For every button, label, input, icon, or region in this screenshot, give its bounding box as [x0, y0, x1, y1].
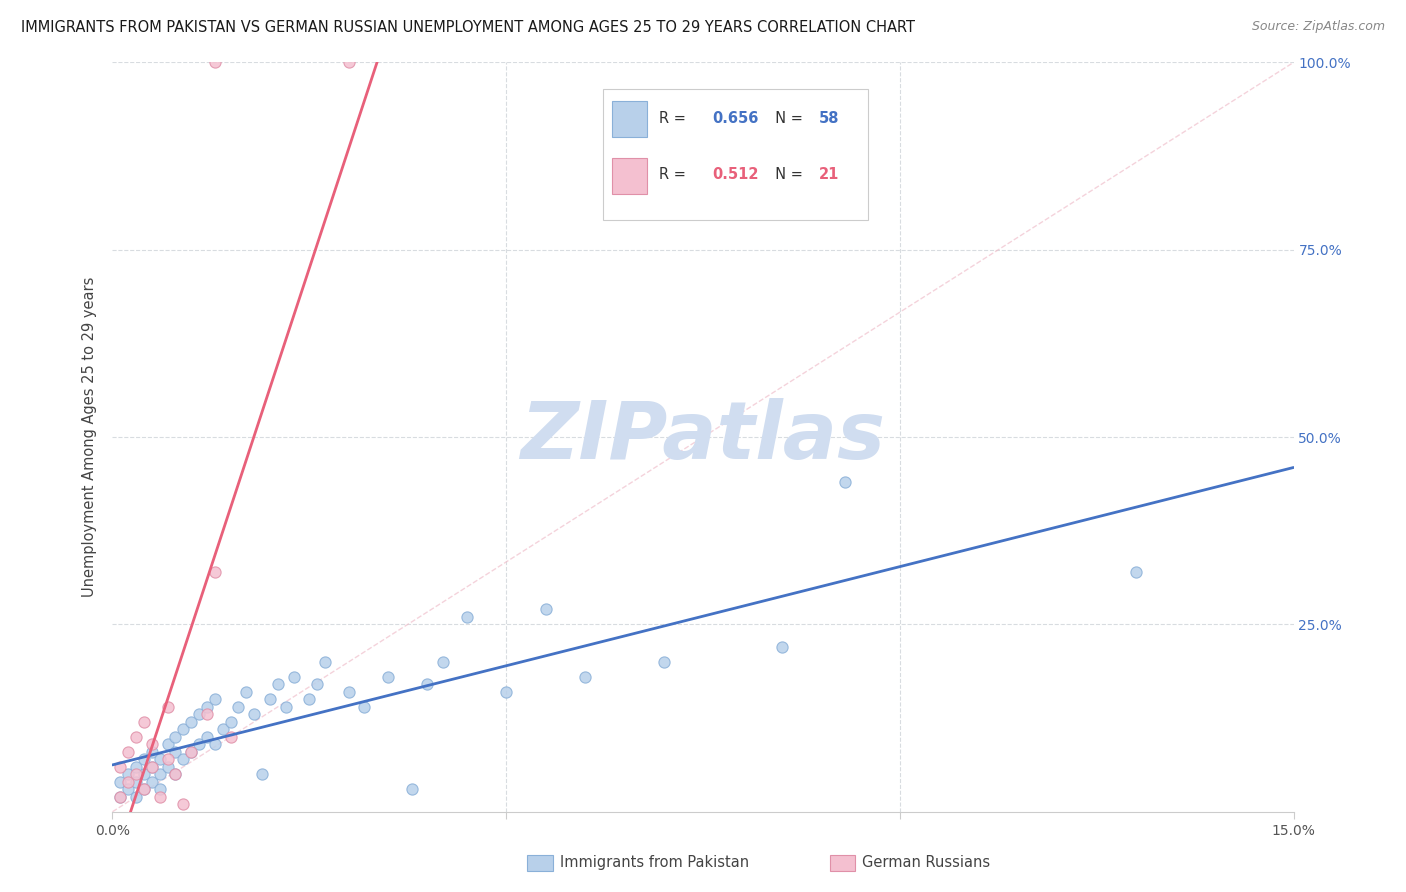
Point [156, 699, 179, 714]
Point [204, 737, 226, 751]
Point [141, 737, 163, 751]
Point [141, 774, 163, 789]
Point [149, 752, 172, 766]
Point [219, 714, 242, 729]
Point [353, 699, 375, 714]
Point [149, 782, 172, 797]
Point [165, 745, 187, 759]
Text: Immigrants from Pakistan: Immigrants from Pakistan [560, 855, 749, 870]
Point [204, 565, 226, 579]
Text: R =: R = [659, 112, 690, 126]
Text: N =: N = [766, 112, 807, 126]
Point [141, 745, 163, 759]
Point [188, 707, 211, 722]
Text: 21: 21 [818, 168, 839, 182]
Text: ZIPatlas: ZIPatlas [520, 398, 886, 476]
Point [250, 767, 273, 781]
Point [172, 797, 194, 812]
Point [132, 767, 155, 781]
Text: 58: 58 [818, 112, 839, 126]
Point [132, 782, 155, 797]
Point [149, 789, 172, 804]
Text: N =: N = [766, 168, 807, 182]
Point [172, 752, 194, 766]
Point [180, 745, 202, 759]
Point [156, 760, 179, 774]
Point [172, 723, 194, 737]
Point [125, 760, 148, 774]
Point [110, 789, 132, 804]
Point [132, 782, 155, 797]
Point [432, 655, 454, 669]
Point [204, 692, 226, 706]
Point [456, 610, 478, 624]
Point [337, 685, 360, 699]
Text: 0.656: 0.656 [713, 112, 759, 126]
Point [228, 699, 250, 714]
Point [117, 745, 139, 759]
Point [298, 692, 321, 706]
Point [401, 782, 423, 797]
Point [314, 655, 336, 669]
Point [156, 737, 179, 751]
Point [337, 55, 360, 70]
Point [141, 760, 163, 774]
Point [204, 55, 226, 70]
Point [188, 737, 211, 751]
Text: IMMIGRANTS FROM PAKISTAN VS GERMAN RUSSIAN UNEMPLOYMENT AMONG AGES 25 TO 29 YEAR: IMMIGRANTS FROM PAKISTAN VS GERMAN RUSSI… [21, 20, 915, 35]
Point [416, 677, 439, 691]
Point [235, 685, 257, 699]
Point [165, 767, 187, 781]
Y-axis label: Unemployment Among Ages 25 to 29 years: Unemployment Among Ages 25 to 29 years [82, 277, 97, 598]
Point [149, 767, 172, 781]
Text: R =: R = [659, 168, 690, 182]
Point [377, 670, 399, 684]
Point [110, 789, 132, 804]
Point [770, 640, 793, 654]
Point [307, 677, 329, 691]
Point [117, 774, 139, 789]
Point [132, 752, 155, 766]
Point [219, 730, 242, 744]
Point [534, 602, 557, 616]
Point [180, 714, 202, 729]
FancyBboxPatch shape [612, 102, 648, 137]
Point [259, 692, 281, 706]
Text: German Russians: German Russians [862, 855, 990, 870]
Point [211, 723, 233, 737]
Point [125, 730, 148, 744]
Point [195, 707, 218, 722]
Point [283, 670, 305, 684]
Point [125, 774, 148, 789]
Point [110, 774, 132, 789]
Point [652, 655, 675, 669]
Point [834, 475, 856, 489]
FancyBboxPatch shape [612, 158, 648, 194]
Text: 0.512: 0.512 [713, 168, 759, 182]
Point [574, 670, 596, 684]
Point [165, 767, 187, 781]
Point [110, 760, 132, 774]
Point [125, 789, 148, 804]
Point [274, 699, 297, 714]
Point [117, 767, 139, 781]
Point [195, 699, 218, 714]
Point [165, 730, 187, 744]
FancyBboxPatch shape [603, 88, 869, 219]
Text: Source: ZipAtlas.com: Source: ZipAtlas.com [1251, 20, 1385, 33]
Point [195, 730, 218, 744]
Point [267, 677, 290, 691]
Point [141, 760, 163, 774]
Point [125, 767, 148, 781]
Point [1125, 565, 1147, 579]
Point [132, 714, 155, 729]
Point [243, 707, 266, 722]
Point [117, 782, 139, 797]
Point [156, 752, 179, 766]
Point [180, 745, 202, 759]
Point [495, 685, 517, 699]
